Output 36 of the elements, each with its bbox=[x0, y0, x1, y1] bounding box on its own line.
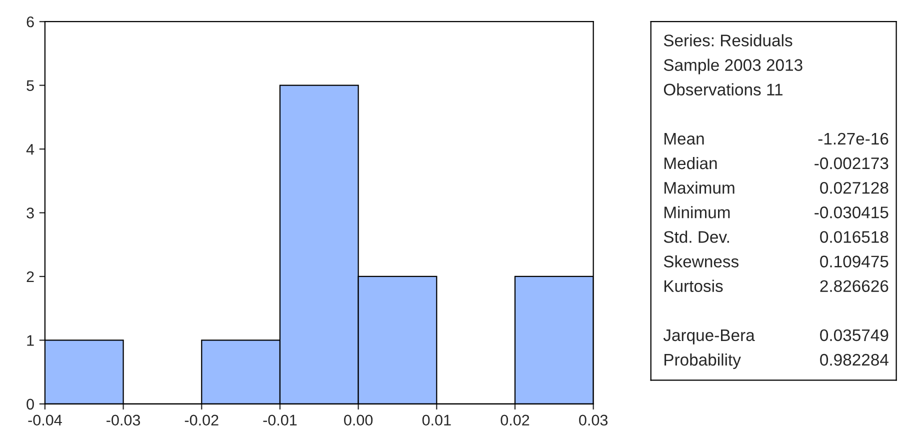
category-label: Maximum bbox=[664, 182, 734, 194]
text: 0.027128 bbox=[820, 182, 888, 194]
text: 0.982284 bbox=[820, 354, 888, 366]
category-label: Mean bbox=[664, 133, 704, 145]
category-label: Median bbox=[664, 156, 717, 170]
y-tick-label: 3 bbox=[26, 208, 34, 218]
y-tick-label: 0 bbox=[26, 398, 34, 410]
x-tick-label: 0.03 bbox=[579, 414, 608, 426]
category-label: Probability bbox=[664, 353, 741, 369]
x-tick-label: 0.01 bbox=[422, 414, 451, 426]
category-label: Skewness bbox=[664, 255, 739, 268]
text: -0.002173 bbox=[814, 157, 888, 170]
text: -1.27e-16 bbox=[818, 132, 888, 145]
text: Series: Residuals bbox=[664, 34, 792, 46]
text: 0.016518 bbox=[820, 231, 888, 243]
text: 2.826626 bbox=[820, 280, 888, 292]
category-label: Jarque-Bera bbox=[663, 330, 755, 344]
x-tick-label: -0.04 bbox=[28, 414, 62, 426]
x-tick-label: -0.01 bbox=[263, 414, 297, 426]
text: 0.109475 bbox=[820, 256, 888, 268]
y-tick-label: 5 bbox=[26, 80, 34, 92]
text: 0.035749 bbox=[820, 329, 888, 342]
y-tick-label: 1 bbox=[27, 335, 34, 346]
text: Sample 2003 2013 bbox=[664, 58, 802, 74]
y-tick-label: 6 bbox=[26, 16, 34, 28]
y-tick-label: 4 bbox=[26, 144, 34, 155]
x-tick-label: 0.02 bbox=[500, 414, 530, 426]
x-tick-label: -0.03 bbox=[106, 414, 140, 426]
text: -0.030415 bbox=[814, 206, 888, 218]
category-label: Std. Dev. bbox=[664, 230, 729, 243]
text: Observations 11 bbox=[664, 83, 782, 96]
x-tick-label: -0.02 bbox=[184, 414, 218, 426]
x-tick-label: 0.00 bbox=[344, 414, 373, 426]
category-label: Minimum bbox=[664, 206, 730, 218]
y-tick-label: 2 bbox=[26, 271, 34, 282]
category-label: Kurtosis bbox=[664, 280, 723, 292]
